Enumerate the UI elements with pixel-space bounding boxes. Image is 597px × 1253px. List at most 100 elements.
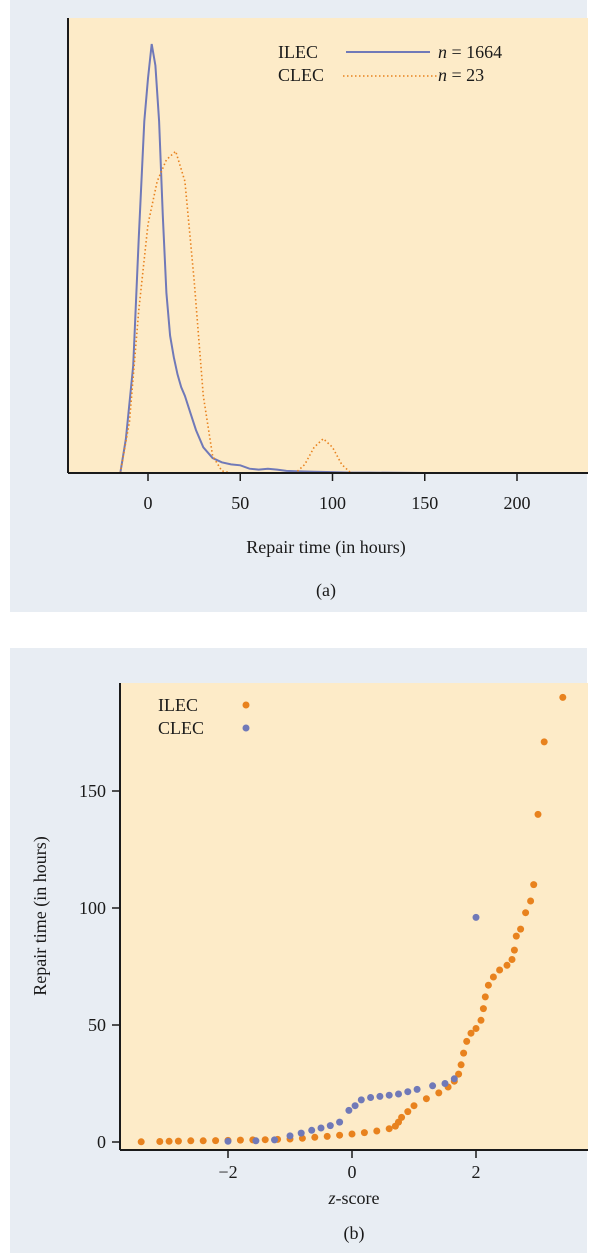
legend-label-clec: CLEC bbox=[158, 718, 204, 738]
point-ilec bbox=[212, 1137, 220, 1145]
point-ilec bbox=[348, 1130, 356, 1138]
point-ilec bbox=[455, 1070, 463, 1078]
y-tick-label: 100 bbox=[79, 898, 106, 918]
panel-b: −2 0 2 0 50 100 150 z-score Repair time (in h… bbox=[10, 648, 588, 1253]
y-tick-label: 50 bbox=[88, 1015, 106, 1035]
point-ilec bbox=[477, 1016, 485, 1024]
point-ilec bbox=[508, 956, 516, 963]
point-ilec bbox=[199, 1137, 207, 1145]
point-clec bbox=[376, 1092, 384, 1100]
legend: ILEC n = 1664 CLEC n = 23 bbox=[278, 42, 502, 85]
point-ilec bbox=[512, 932, 520, 940]
point-ilec bbox=[559, 693, 567, 701]
point-ilec bbox=[481, 993, 489, 1001]
x-tick-label: 150 bbox=[411, 493, 438, 513]
point-ilec bbox=[457, 1061, 465, 1069]
point-clec bbox=[395, 1090, 402, 1098]
legend-label-ilec: ILEC bbox=[158, 695, 198, 715]
point-clec bbox=[336, 1118, 344, 1126]
x-tick-label: 200 bbox=[504, 493, 531, 513]
legend-count-clec: n = 23 bbox=[438, 65, 484, 85]
point-ilec bbox=[187, 1137, 195, 1145]
point-ilec bbox=[534, 810, 542, 818]
plot-area bbox=[68, 18, 588, 473]
point-clec bbox=[385, 1091, 393, 1099]
point-clec bbox=[286, 1132, 294, 1140]
point-ilec bbox=[522, 909, 530, 917]
legend-count-ilec: n = 1664 bbox=[438, 42, 502, 62]
x-axis-label: z-score bbox=[328, 1188, 380, 1208]
point-ilec bbox=[479, 1005, 487, 1013]
point-clec bbox=[367, 1094, 375, 1101]
point-clec bbox=[317, 1124, 325, 1132]
point-ilec bbox=[236, 1136, 244, 1144]
point-ilec bbox=[336, 1131, 344, 1139]
point-clec bbox=[357, 1096, 365, 1104]
x-tick-label: 0 bbox=[144, 493, 153, 513]
point-ilec bbox=[174, 1137, 182, 1145]
plot-area bbox=[120, 683, 588, 1150]
x-tick-label: 0 bbox=[348, 1162, 357, 1182]
legend-marker-ilec bbox=[242, 701, 250, 709]
point-ilec bbox=[373, 1127, 381, 1135]
y-axis-label: Repair time (in hours) bbox=[30, 836, 51, 995]
point-ilec bbox=[261, 1136, 269, 1144]
qq-chart: −2 0 2 0 50 100 150 z-score Repair time (in h… bbox=[30, 683, 588, 1244]
point-clec bbox=[224, 1137, 232, 1145]
series-line-ilec bbox=[119, 43, 517, 474]
point-ilec bbox=[410, 1102, 418, 1110]
point-ilec bbox=[460, 1049, 468, 1057]
legend-label-clec: CLEC bbox=[278, 65, 324, 85]
point-ilec bbox=[137, 1138, 145, 1146]
point-clec bbox=[297, 1129, 305, 1137]
point-ilec bbox=[165, 1137, 173, 1145]
point-ilec bbox=[527, 897, 535, 905]
x-tick-label: −2 bbox=[218, 1162, 237, 1182]
point-clec bbox=[429, 1082, 437, 1090]
point-clec bbox=[252, 1137, 260, 1145]
point-clec bbox=[351, 1102, 359, 1110]
point-ilec bbox=[496, 966, 504, 974]
point-ilec bbox=[472, 1025, 480, 1032]
panel-label: (b) bbox=[344, 1223, 365, 1244]
point-ilec bbox=[517, 925, 525, 933]
point-ilec bbox=[510, 946, 518, 954]
x-axis-label: Repair time (in hours) bbox=[246, 537, 405, 558]
point-clec bbox=[472, 913, 480, 921]
point-ilec bbox=[463, 1037, 471, 1045]
panel-label: (a) bbox=[316, 580, 336, 601]
point-ilec bbox=[422, 1095, 430, 1103]
point-ilec bbox=[360, 1129, 368, 1137]
point-clec bbox=[326, 1122, 334, 1130]
density-chart: 0 50 100 150 200 Repair time (in hours) (a) … bbox=[67, 18, 588, 601]
point-clec bbox=[404, 1088, 412, 1096]
point-ilec bbox=[489, 973, 497, 981]
point-ilec bbox=[404, 1108, 412, 1116]
point-ilec bbox=[530, 881, 538, 889]
panel-a: 0 50 100 150 200 Repair time (in hours) (a) … bbox=[10, 0, 588, 612]
point-ilec bbox=[398, 1113, 406, 1121]
point-clec bbox=[441, 1080, 449, 1087]
x-tick-label: 50 bbox=[231, 493, 249, 513]
x-tick-label: 2 bbox=[472, 1162, 481, 1182]
legend: ILEC CLEC bbox=[158, 695, 250, 738]
point-clec bbox=[271, 1136, 278, 1144]
point-ilec bbox=[503, 961, 511, 969]
point-ilec bbox=[323, 1132, 331, 1140]
point-ilec bbox=[385, 1125, 393, 1133]
point-clec bbox=[450, 1075, 458, 1083]
y-tick-label: 0 bbox=[97, 1132, 106, 1152]
point-clec bbox=[345, 1106, 353, 1114]
point-ilec bbox=[156, 1138, 164, 1145]
point-ilec bbox=[484, 981, 492, 989]
point-clec bbox=[413, 1085, 421, 1093]
y-tick-label: 150 bbox=[79, 781, 106, 801]
point-ilec bbox=[311, 1133, 319, 1141]
legend-marker-clec bbox=[242, 724, 250, 732]
point-ilec bbox=[435, 1089, 443, 1097]
point-ilec bbox=[540, 738, 548, 746]
point-ilec bbox=[467, 1029, 475, 1037]
x-tick-label: 100 bbox=[319, 493, 346, 513]
legend-label-ilec: ILEC bbox=[278, 42, 318, 62]
point-clec bbox=[308, 1126, 316, 1134]
